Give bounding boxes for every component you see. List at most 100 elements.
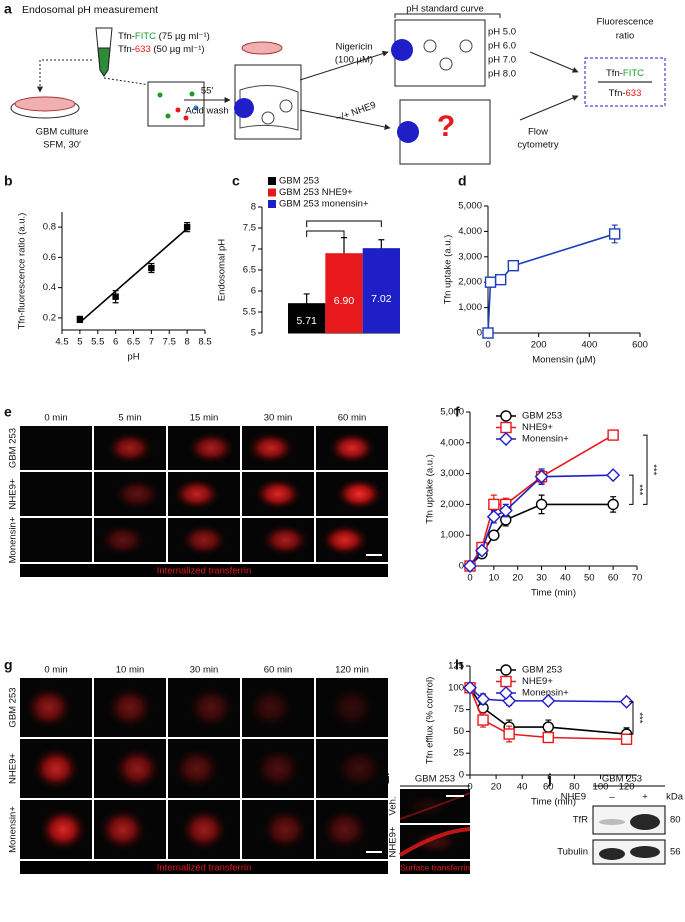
endosome <box>439 57 453 71</box>
y-tick-label: 1,000 <box>440 530 464 541</box>
reagent-prefix: Tfn- <box>118 44 135 55</box>
question-mark: ? <box>437 110 455 143</box>
marker <box>503 728 515 740</box>
marker <box>488 529 500 541</box>
x-tick-label: 8 <box>184 337 189 348</box>
tube-fill <box>97 47 111 77</box>
legend-label: Monensin+ <box>522 688 569 699</box>
ph-standard: pH 5.0 <box>488 27 516 38</box>
caption: Internalized transferrin <box>157 566 252 577</box>
x-tick-label: 20 <box>512 573 523 584</box>
x-tick-label: 50 <box>584 573 595 584</box>
x-tick-label: 40 <box>560 573 571 584</box>
micrograph-signal <box>171 477 222 511</box>
micrograph-signal <box>319 523 370 557</box>
y-tick-label: 0.2 <box>43 312 56 323</box>
diagram-a: Endosomal pH measurement Tfn-FITC (75 µg… <box>10 4 666 165</box>
culture-label: GBM culture <box>36 127 89 138</box>
endosome <box>459 39 473 53</box>
caption: Internalized transferrin <box>157 863 252 874</box>
y-tick-label: 7 <box>251 244 256 255</box>
y-tick-label: 100 <box>448 682 464 693</box>
legend-swatch <box>268 188 276 197</box>
micrograph-signal <box>245 431 296 465</box>
band <box>599 848 625 860</box>
dish-cells <box>14 96 76 112</box>
micrograph-signal <box>97 807 148 852</box>
band-size: 80 <box>670 815 681 826</box>
y-tick-label: 3,000 <box>440 468 464 479</box>
micrograph-signal <box>178 523 230 557</box>
arrow <box>519 95 579 121</box>
nhe9-label: −/+ NHE9 <box>335 100 378 125</box>
row-label: NHE9+ <box>8 753 19 784</box>
band-label: Tubulin <box>557 847 588 858</box>
wash-label: Acid wash <box>185 106 228 117</box>
micrograph-signal <box>112 746 163 791</box>
micrograph <box>20 472 92 516</box>
x-tick-label: 5 <box>77 337 82 348</box>
legend-marker <box>499 432 513 446</box>
y-tick-label: 5.5 <box>243 307 256 318</box>
x-tick-label: 70 <box>632 573 643 584</box>
significance-bracket <box>306 230 345 237</box>
x-tick-label: 40 <box>517 782 528 793</box>
x-tick-label: 4.5 <box>55 337 68 348</box>
y-tick-label: 0.8 <box>43 222 56 233</box>
wash-time: 55′ <box>201 86 214 97</box>
significance-bracket <box>629 474 634 505</box>
caption: Surface transferrin <box>400 862 470 872</box>
x-tick-label: 0 <box>467 573 472 584</box>
micrograph-signal <box>334 477 385 511</box>
y-axis-label: Tfn-fluorescence ratio (a.u.) <box>17 213 28 330</box>
legend-label: GBM 253 <box>279 176 319 187</box>
micrograph-signal <box>410 829 460 855</box>
reagent-dye: 633 <box>135 44 151 55</box>
ph-standard: pH 6.0 <box>488 41 516 52</box>
x-tick-label: 100 <box>593 782 609 793</box>
arrow <box>299 109 391 130</box>
x-tick-label: 600 <box>632 340 648 351</box>
column-header: 30 min <box>264 413 293 424</box>
reagent-dye: FITC <box>135 31 156 42</box>
x-tick-label: 60 <box>608 573 619 584</box>
row-label: GBM 253 <box>8 428 19 468</box>
micrograph-signal <box>23 685 74 730</box>
column-header: 120 min <box>335 665 369 676</box>
endosome <box>261 111 275 125</box>
y-tick-label: 6.5 <box>243 265 256 276</box>
dish <box>241 41 283 55</box>
x-axis-label: Monensin (µM) <box>532 355 596 366</box>
ratio-title: Fluorescence <box>596 17 653 28</box>
marker <box>463 559 477 573</box>
marker <box>488 498 500 511</box>
band-size: 56 <box>670 847 681 858</box>
ratio-dye: FITC <box>623 68 644 79</box>
marker <box>112 293 119 300</box>
ratio-box <box>584 57 666 107</box>
row-label: NHE9+ <box>8 478 19 509</box>
y-tick-label: 75 <box>453 704 464 715</box>
membrane-signal <box>399 792 471 820</box>
ratio-prefix: Tfn- <box>609 88 626 99</box>
marker <box>541 693 556 708</box>
y-tick-label: 2,000 <box>458 277 482 288</box>
bar-value-label: 7.02 <box>371 293 392 305</box>
x-tick-label: 8.5 <box>198 337 211 348</box>
column-header: 15 min <box>190 413 219 424</box>
panel-label: a <box>4 1 12 17</box>
y-tick-label: 0 <box>477 328 482 339</box>
arrow <box>37 59 92 93</box>
legend-label: Monensin+ <box>522 434 569 445</box>
x-tick-label: 60 <box>543 782 554 793</box>
row-label: Monensin+ <box>8 516 19 563</box>
condition-label: NHE9 <box>561 792 586 803</box>
marker <box>542 721 554 733</box>
x-tick-label: 10 <box>489 573 500 584</box>
x-tick-label: 400 <box>581 340 597 351</box>
nucleus <box>391 39 413 61</box>
marker <box>482 327 494 339</box>
y-tick-label: 6 <box>251 286 256 297</box>
arrow <box>299 50 389 81</box>
